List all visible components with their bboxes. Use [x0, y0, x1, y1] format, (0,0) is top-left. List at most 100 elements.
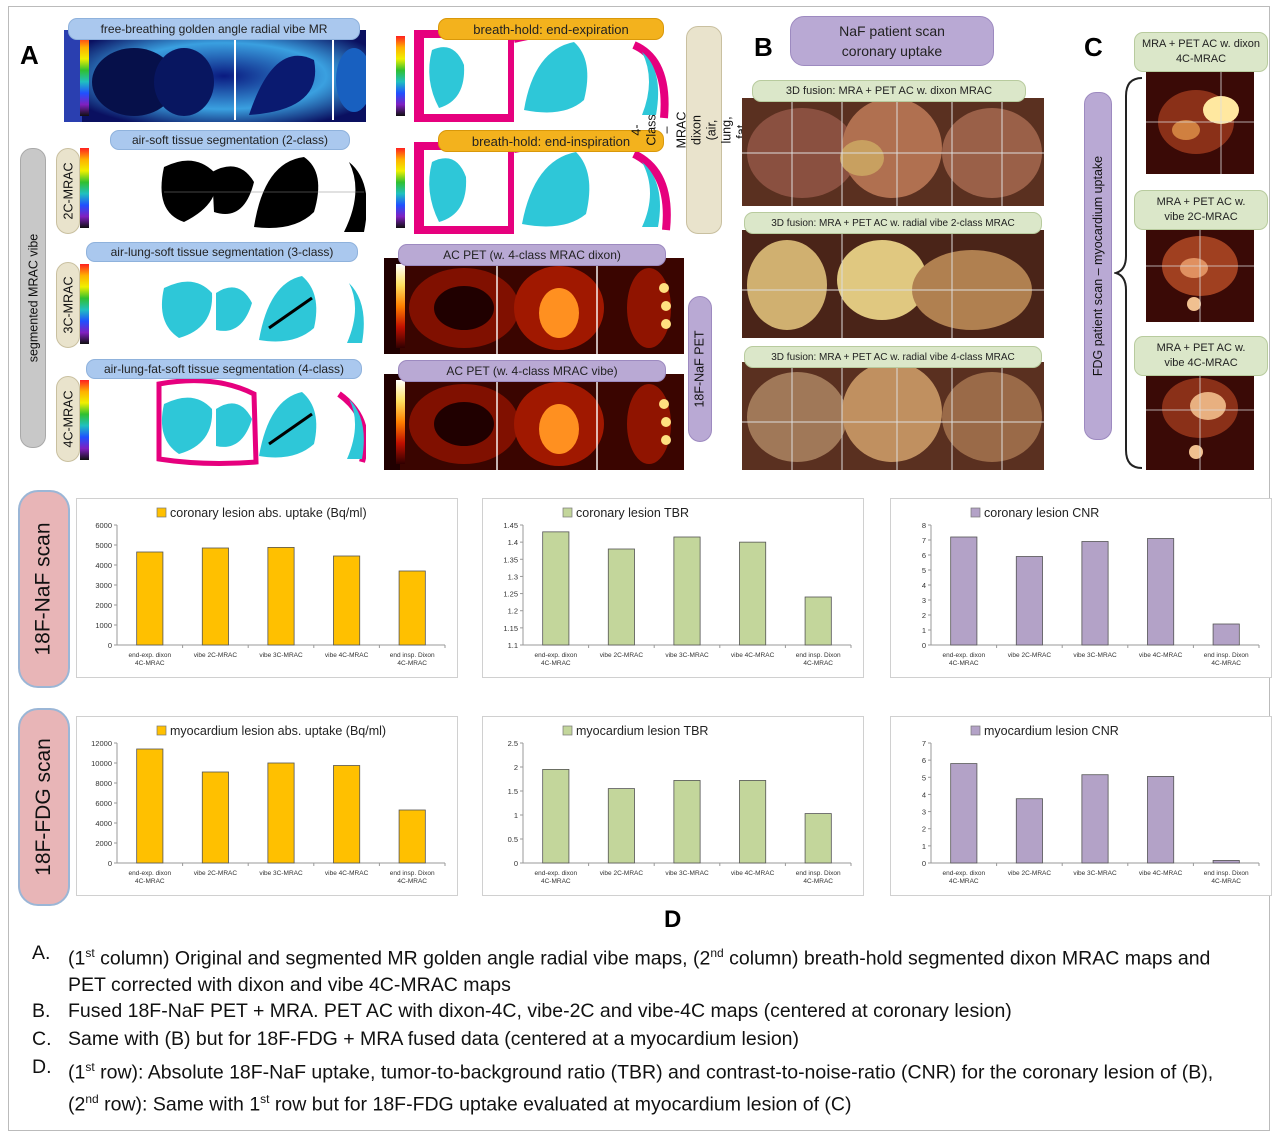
- x-tick-label: vibe 3C-MRAC: [259, 652, 303, 659]
- y-tick-label: 2: [514, 763, 518, 772]
- x-tick-label: vibe 3C-MRAC: [665, 652, 709, 659]
- x-tick-label: 4C-MRAC: [1211, 660, 1241, 667]
- seg-image-4class: [64, 374, 366, 466]
- y-tick-label: 8000: [95, 779, 112, 788]
- side-label-text: segmented MRAC vibe: [26, 233, 40, 363]
- x-tick-label: vibe 3C-MRAC: [665, 870, 709, 877]
- x-tick-label: 4C-MRAC: [949, 878, 979, 885]
- bar: [739, 780, 767, 864]
- row-label-text: 4C-MRAC: [61, 390, 76, 448]
- fdg-dixon-image: [1146, 70, 1254, 174]
- title-free-breathing-mr: free-breathing golden angle radial vibe …: [68, 18, 360, 40]
- bar: [136, 748, 164, 864]
- fdg-heart-graphic: [1146, 218, 1254, 322]
- x-tick-label: end-exp. dixon: [128, 652, 171, 659]
- chart-title: coronary lesion TBR: [576, 506, 689, 520]
- x-tick-label: vibe 4C-MRAC: [325, 870, 369, 877]
- bar: [804, 813, 832, 864]
- row-label-text: 3C-MRAC: [61, 276, 76, 334]
- title-end-expiration: breath-hold: end-expiration: [438, 18, 664, 40]
- chart-svg: myocardium lesion CNR 0 1 2 3 4 5 6 7 end-exp. di…: [922, 724, 1260, 885]
- bar: [1015, 798, 1043, 864]
- dixon-end-expiration-image: [384, 30, 684, 122]
- label-fdg-vibe-2c: MRA + PET AC w. vibe 2C-MRAC: [1134, 190, 1268, 230]
- x-tick-label: vibe 4C-MRAC: [731, 652, 775, 659]
- caption-seg: row): Absolute 18F-NaF uptake, tumor-to-…: [68, 1061, 1214, 1116]
- title-end-inspiration: breath-hold: end-inspiration: [438, 130, 664, 152]
- caption-sup: st: [260, 1091, 270, 1106]
- x-tick-label: 4C-MRAC: [397, 878, 427, 885]
- x-tick-label: 4C-MRAC: [541, 878, 571, 885]
- seg-image-2class: [64, 142, 366, 234]
- bar: [267, 547, 295, 646]
- x-tick-label: vibe 2C-MRAC: [194, 870, 238, 877]
- row-label-naf-scan: 18F-NaF scan: [18, 490, 70, 688]
- bar: [1212, 623, 1240, 646]
- x-tick-label: vibe 4C-MRAC: [1139, 652, 1183, 659]
- x-tick-label: 4C-MRAC: [949, 660, 979, 667]
- panel-letter-d: D: [664, 906, 682, 933]
- bar: [333, 555, 361, 646]
- bar: [201, 547, 229, 646]
- y-tick-label: 0.5: [508, 835, 518, 844]
- colorbar: [80, 36, 89, 116]
- row-label-4c-mrac: 4C-MRAC: [56, 376, 80, 462]
- chart-title: myocardium lesion abs. uptake (Bq/ml): [170, 724, 386, 738]
- legend-swatch: [562, 725, 573, 736]
- bar: [607, 548, 635, 646]
- legend-swatch: [970, 725, 981, 736]
- fusion-graphic: [742, 230, 1044, 338]
- bar: [1147, 538, 1175, 646]
- caption-item-c: C. Same with (B) but for 18F-FDG + MRA fu…: [32, 1026, 1248, 1052]
- caption-seg: (1: [68, 947, 86, 970]
- y-tick-label: 7: [922, 739, 926, 748]
- y-tick-label: 2: [922, 611, 926, 620]
- title-3class-seg: air-lung-soft tissue segmentation (3-cla…: [86, 242, 358, 262]
- dixon-exp-graphic: [414, 30, 669, 122]
- bar: [673, 536, 701, 646]
- side-label-naf-pet: 18F-NaF PET: [688, 296, 712, 442]
- caption-item-b: B. Fused 18F-NaF PET + MRA. PET AC with d…: [32, 998, 1248, 1024]
- ac-pet-vibe-image: [384, 374, 684, 470]
- x-tick-label: vibe 3C-MRAC: [1073, 652, 1117, 659]
- pet-vibe-graphic: [400, 374, 684, 470]
- x-tick-label: end insp. Dixon: [796, 652, 841, 659]
- side-label-text: FDG patient scan – myocardium uptake: [1091, 155, 1105, 377]
- y-tick-label: 1.1: [508, 641, 518, 650]
- x-tick-label: end insp. Dixon: [390, 870, 435, 877]
- x-tick-label: vibe 2C-MRAC: [1008, 870, 1052, 877]
- row-label-text: 18F-NaF scan: [32, 522, 56, 656]
- x-tick-label: 4C-MRAC: [803, 878, 833, 885]
- segmentation-3class-graphic: [161, 276, 364, 343]
- y-tick-label: 5: [922, 566, 926, 575]
- bar: [1081, 541, 1109, 646]
- caption-sup: st: [85, 1060, 95, 1074]
- y-tick-label: 3000: [95, 581, 112, 590]
- row-label-text: 2C-MRAC: [61, 162, 76, 220]
- dixon-insp-graphic: [414, 142, 671, 234]
- bar: [1015, 556, 1043, 646]
- colorbar: [396, 148, 405, 228]
- segmentation-4class-graphic: [82, 374, 366, 466]
- caption-label: D.: [32, 1056, 52, 1078]
- panel-letter-c: C: [1084, 32, 1103, 62]
- brace-icon: [1114, 77, 1143, 469]
- colorbar: [80, 264, 89, 344]
- y-tick-label: 6: [922, 756, 926, 765]
- bar: [950, 763, 978, 864]
- colorbar: [396, 264, 405, 348]
- dixon-end-inspiration-image: [384, 142, 684, 234]
- caption-label: B.: [32, 1000, 51, 1022]
- y-tick-label: 3: [922, 596, 926, 605]
- colorbar: [396, 36, 405, 116]
- bar: [739, 541, 767, 646]
- label-fdg-dixon: MRA + PET AC w. dixon 4C-MRAC: [1134, 32, 1268, 72]
- y-tick-label: 0: [922, 641, 926, 650]
- bar: [542, 769, 570, 864]
- y-tick-label: 1: [922, 842, 926, 851]
- x-tick-label: end-exp. dixon: [942, 870, 985, 877]
- chart-myocardium-tbr: myocardium lesion TBR 0 0.5 1 1.5 2 2.5 end-exp…: [482, 716, 864, 896]
- fusion-graphic: [742, 98, 1044, 206]
- caption-seg: row): Same with 1: [98, 1093, 261, 1115]
- caption-item-d: D. (1st row): Absolute 18F-NaF uptake, tu…: [32, 1054, 1248, 1117]
